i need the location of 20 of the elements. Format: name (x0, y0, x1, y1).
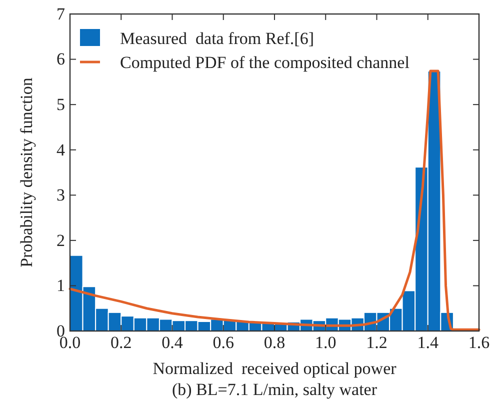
y-tick-label: 2 (56, 230, 65, 250)
y-tick-label: 6 (56, 50, 65, 69)
x-tick-label: 0.8 (264, 333, 286, 352)
x-tick-label: 0.4 (162, 333, 184, 352)
legend-label: Measured data from Ref.[6] (120, 29, 314, 48)
y-tick-label: 7 (56, 4, 66, 24)
y-axis-title: Probability density function (17, 77, 36, 268)
x-tick-label: 1.2 (366, 333, 388, 352)
x-tick-label: 0.6 (212, 333, 234, 352)
legend-label: Computed PDF of the composited channel (120, 53, 410, 72)
y-tick-label: 4 (56, 140, 66, 160)
x-axis-title: Normalized received optical power (152, 359, 397, 378)
x-tick-label: 1.6 (468, 333, 490, 352)
y-tick-label: 1 (56, 276, 65, 296)
x-tick-label: 0.2 (110, 333, 132, 352)
y-tick-label: 5 (56, 95, 65, 114)
text: (b) BL=7.1 L/min, salty water (172, 380, 378, 399)
x-tick-label: 1.4 (417, 333, 439, 352)
x-tick-label: 1.0 (315, 333, 336, 352)
y-tick-label: 3 (56, 186, 65, 205)
